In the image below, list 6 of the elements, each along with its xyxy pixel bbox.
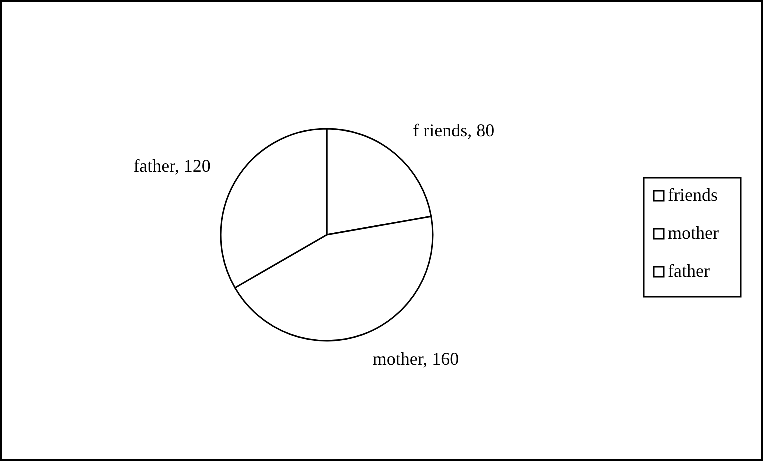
legend-label: father — [668, 261, 710, 282]
legend-label: friends — [668, 185, 718, 206]
data-label: f riends, 80 — [413, 120, 495, 140]
data-label: mother, 160 — [372, 349, 460, 370]
legend-label: mother — [668, 223, 719, 244]
data-label: father, 120 — [134, 156, 211, 176]
